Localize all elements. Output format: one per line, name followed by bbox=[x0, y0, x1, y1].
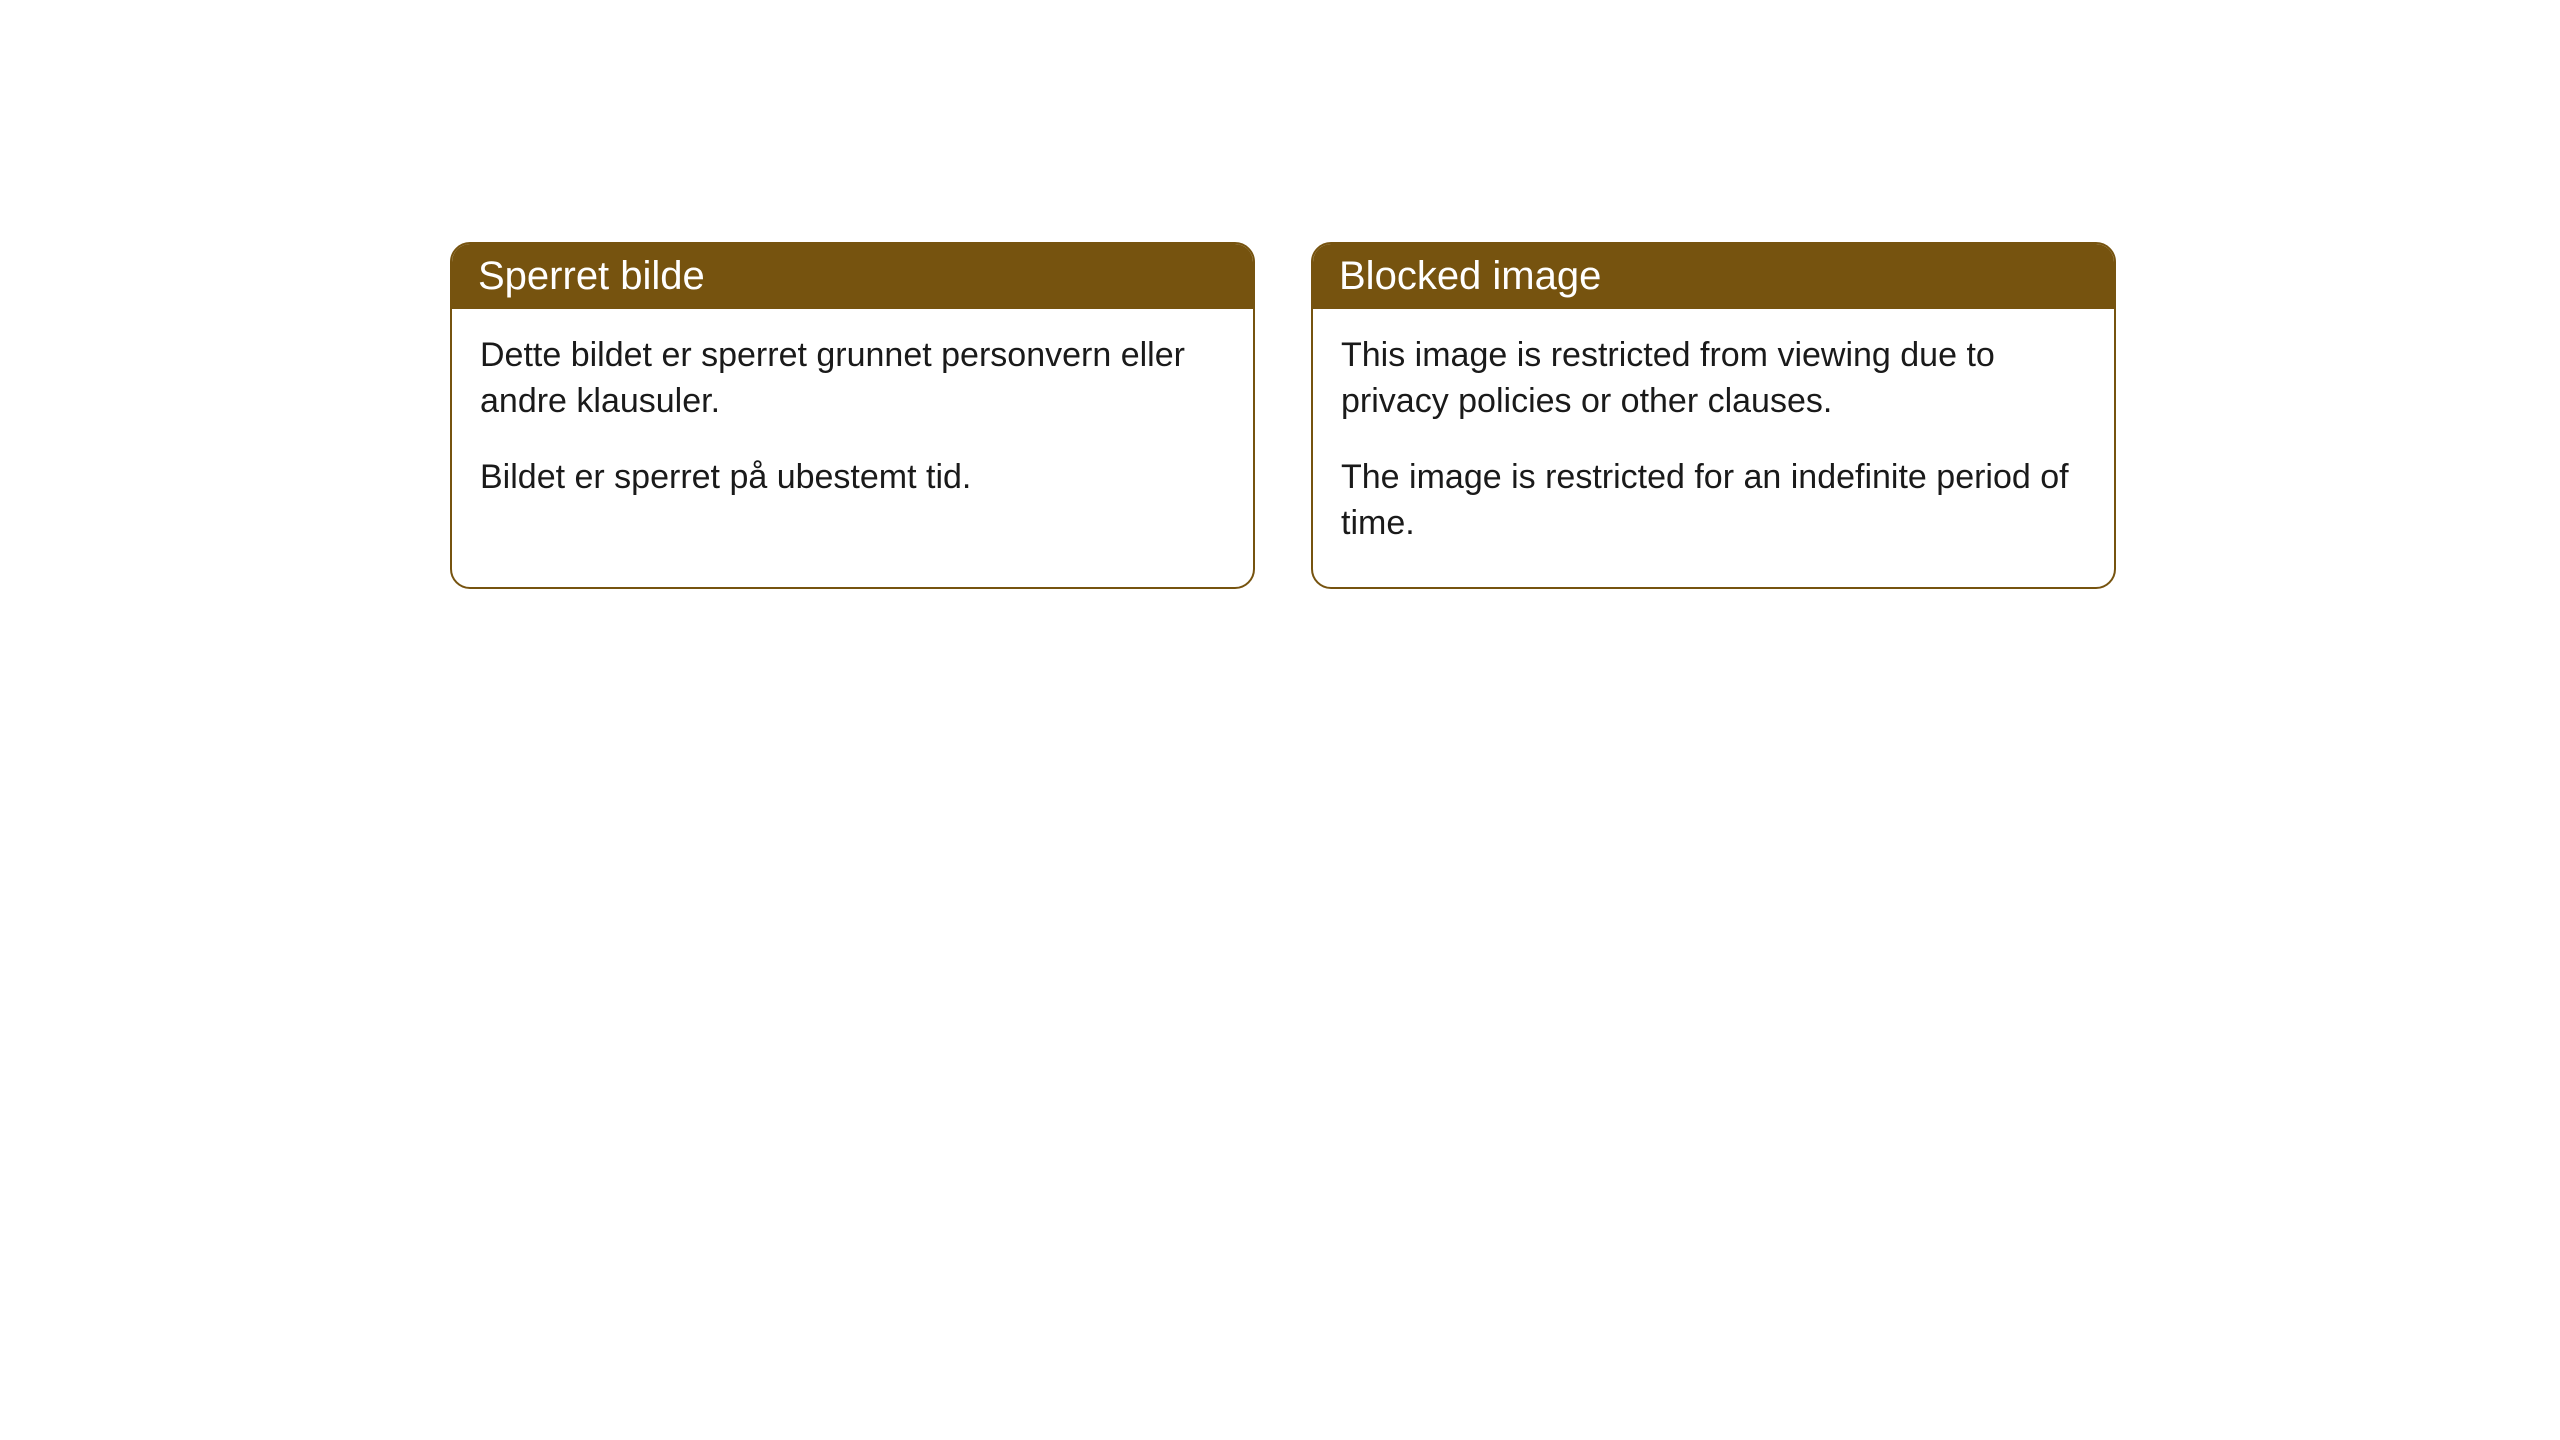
card-paragraph-2: The image is restricted for an indefinit… bbox=[1341, 455, 2086, 547]
card-body-norwegian: Dette bildet er sperret grunnet personve… bbox=[452, 309, 1253, 541]
card-paragraph-2: Bildet er sperret på ubestemt tid. bbox=[480, 455, 1225, 501]
card-norwegian: Sperret bilde Dette bildet er sperret gr… bbox=[450, 242, 1255, 589]
card-paragraph-1: Dette bildet er sperret grunnet personve… bbox=[480, 333, 1225, 425]
card-body-english: This image is restricted from viewing du… bbox=[1313, 309, 2114, 587]
card-header-norwegian: Sperret bilde bbox=[452, 244, 1253, 309]
card-title: Sperret bilde bbox=[478, 254, 705, 298]
card-paragraph-1: This image is restricted from viewing du… bbox=[1341, 333, 2086, 425]
card-title: Blocked image bbox=[1339, 254, 1601, 298]
cards-container: Sperret bilde Dette bildet er sperret gr… bbox=[450, 242, 2116, 589]
card-english: Blocked image This image is restricted f… bbox=[1311, 242, 2116, 589]
card-header-english: Blocked image bbox=[1313, 244, 2114, 309]
